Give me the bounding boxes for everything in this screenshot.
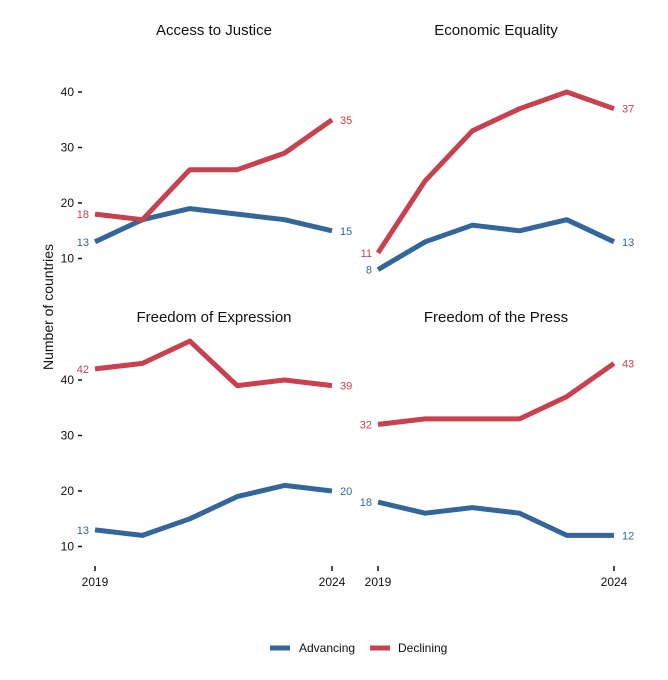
legend-item-declining: Declining — [370, 641, 447, 655]
series-line-advancing — [93, 206, 333, 245]
panel-1: Access to Justice 10 20 30 40 13 15 18 35 — [61, 22, 353, 266]
data-label-start: 18 — [77, 209, 89, 221]
y-tick-label: 30 — [61, 429, 75, 443]
panel-title: Freedom of Expression — [136, 309, 291, 326]
x-tick-label: 2019 — [365, 575, 392, 589]
legend-item-advancing: Advancing — [270, 641, 355, 655]
data-label-start: 42 — [77, 364, 89, 376]
data-label-end: 43 — [622, 358, 634, 370]
data-label-start: 13 — [77, 237, 89, 249]
x-tick-label: 2024 — [319, 575, 346, 589]
data-label-start: 32 — [360, 419, 372, 431]
y-tick-label: 20 — [61, 484, 75, 498]
series-line-declining — [94, 338, 333, 389]
series-line-declining — [375, 89, 615, 255]
y-axis-title: Number of countries — [40, 244, 56, 370]
data-label-end: 37 — [622, 104, 634, 116]
series-line-advancing — [94, 482, 333, 538]
series-line-advancing — [376, 217, 616, 272]
data-label-end: 20 — [340, 486, 352, 498]
data-label-end: 13 — [622, 237, 634, 249]
y-tick-label: 10 — [61, 540, 75, 554]
legend-label: Advancing — [299, 641, 355, 655]
panel-title: Economic Equality — [434, 22, 558, 39]
panel-title: Freedom of the Press — [424, 309, 568, 326]
panel-4: Freedom of the Press 2019 2024 18 12 32 43 — [360, 309, 635, 589]
y-tick-label: 20 — [61, 196, 75, 210]
series-line-declining — [377, 361, 616, 427]
panel-title: Access to Justice — [156, 22, 272, 39]
data-label-start: 18 — [360, 497, 372, 509]
series-line-advancing — [377, 499, 614, 538]
series-line-declining — [94, 117, 334, 223]
y-tick-label: 10 — [61, 252, 75, 266]
y-tick-label: 40 — [61, 373, 75, 387]
x-tick-label: 2024 — [601, 575, 628, 589]
y-tick-label: 40 — [61, 85, 75, 99]
data-label-end: 12 — [622, 530, 634, 542]
data-label-start: 13 — [77, 525, 89, 537]
panels-layer: Access to Justice 10 20 30 40 13 15 18 35 Economi… — [61, 22, 635, 589]
y-tick-label: 30 — [61, 141, 75, 155]
data-label-end: 39 — [340, 381, 352, 393]
panel-3: Freedom of Expression 10 20 30 40 2019 2024 13 2… — [61, 309, 353, 589]
data-label-start: 11 — [361, 248, 372, 260]
data-label-end: 15 — [340, 226, 352, 238]
x-tick-label: 2019 — [82, 575, 109, 589]
data-label-end: 35 — [340, 115, 352, 127]
legend: Advancing Declining — [270, 641, 447, 655]
data-label-start: 8 — [366, 265, 372, 277]
legend-label: Declining — [398, 641, 447, 655]
panel-2: Economic Equality 8 13 11 37 — [361, 22, 635, 277]
